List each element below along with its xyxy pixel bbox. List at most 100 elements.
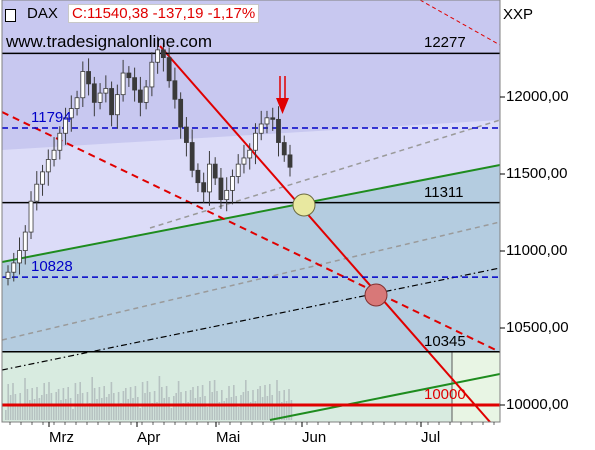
volume-bar: [96, 399, 98, 420]
candle-body: [212, 163, 218, 179]
candle-body: [172, 80, 178, 100]
x-tick-label: Mai: [216, 429, 241, 446]
candle-body: [17, 250, 22, 264]
candle-body: [51, 149, 57, 160]
volume-bar: [182, 403, 185, 420]
y-tick-label: 10500,00: [506, 319, 569, 336]
symbol-label: DAX: [27, 5, 58, 22]
level-label-10828: 10828: [31, 258, 73, 276]
y-tick-label: 12000,00: [506, 88, 569, 105]
volume-bar: [240, 395, 242, 420]
volume-bar: [24, 378, 26, 420]
volume-bar: [285, 401, 288, 420]
volume-bar: [132, 398, 134, 420]
candle-body: [276, 118, 281, 143]
volume-bar: [7, 384, 9, 420]
candle-body: [155, 49, 161, 63]
volume-bar: [230, 397, 233, 420]
red-trend-line: [159, 45, 491, 422]
candle-body: [241, 157, 247, 165]
volume-bar: [151, 403, 153, 420]
candle-body: [120, 72, 126, 96]
y-tick-label: 10000,00: [506, 396, 569, 413]
volume-bar: [245, 380, 247, 420]
candle-body: [160, 49, 166, 59]
candle-body: [235, 163, 241, 177]
volume-bar: [173, 396, 175, 420]
candle-body: [28, 200, 34, 233]
volume-bar: [177, 381, 180, 420]
candle-body: [253, 132, 258, 151]
volume-bar: [261, 397, 264, 420]
volume-bar: [103, 386, 105, 420]
price-candles: [5, 36, 293, 286]
volume-bar: [237, 407, 240, 420]
volume-bar: [60, 400, 62, 420]
candle-body: [97, 92, 103, 103]
volume-bar: [146, 381, 149, 420]
candle-body: [281, 142, 287, 156]
volume-bar: [105, 397, 108, 420]
green-trend-line: [2, 164, 500, 263]
volume-bar: [223, 401, 225, 420]
candle-body: [74, 97, 80, 109]
candle-body: [132, 77, 138, 91]
volume-bar: [110, 382, 113, 420]
x-tick-label: Jun: [302, 429, 327, 446]
x-tick-label: Jul: [421, 429, 441, 446]
volume-bar: [206, 407, 209, 420]
volume-bar: [204, 396, 206, 420]
chart-menu-box[interactable]: [5, 9, 16, 22]
volume-bar: [38, 398, 41, 420]
volume-bar: [77, 394, 79, 420]
candle-body: [230, 176, 235, 191]
volume-bar: [273, 406, 276, 420]
volume-bar: [41, 395, 43, 420]
volume-bar: [218, 402, 221, 420]
candle-body: [178, 98, 184, 128]
candle-body: [224, 189, 230, 201]
level-label-11794: 11794: [31, 109, 72, 126]
black-dash-dot-trend: [2, 267, 500, 371]
candle-body: [258, 123, 264, 134]
level-label-10345: 10345: [424, 332, 466, 350]
level-label-12277: 12277: [424, 34, 466, 52]
volume-bar: [168, 397, 170, 420]
candle-body: [218, 177, 224, 201]
candle-body: [103, 88, 109, 94]
volume-bar: [233, 385, 235, 420]
volume-bar: [43, 383, 45, 420]
volume-bar: [281, 402, 283, 420]
volume-bar: [139, 408, 141, 420]
intersection-marker-red: [364, 283, 388, 307]
volume-bar: [5, 410, 7, 420]
upper-channel-band: [2, 0, 500, 150]
volume-bar: [158, 376, 161, 420]
volume-bar: [72, 409, 74, 420]
candle-body: [247, 149, 253, 159]
volume-bar: [249, 402, 252, 420]
candle-body: [201, 182, 207, 193]
volume-bar: [17, 405, 19, 420]
candle-body: [22, 231, 28, 252]
volume-bar: [269, 384, 271, 420]
volume-bar: [134, 386, 137, 420]
volume-bar: [194, 398, 197, 420]
y-tick-label: 11500,00: [506, 165, 568, 182]
green-trend-line-lower: [269, 373, 500, 421]
x-tick-label: Apr: [137, 429, 161, 446]
candle-body: [86, 71, 91, 85]
y-tick-label: 11000,00: [506, 242, 568, 259]
candle-body: [270, 117, 276, 120]
volume-bar: [53, 404, 55, 420]
volume-bar: [235, 396, 237, 420]
grey-dashed-trend-lower: [2, 221, 500, 341]
x-tick-label: Mrz: [49, 429, 74, 446]
volume-bar: [48, 382, 50, 420]
volume-bar: [225, 398, 228, 420]
candle-body: [195, 169, 201, 184]
plot-border: [1, 0, 501, 423]
axis-tick-marks: [9, 96, 505, 427]
volume-bar: [170, 408, 173, 420]
